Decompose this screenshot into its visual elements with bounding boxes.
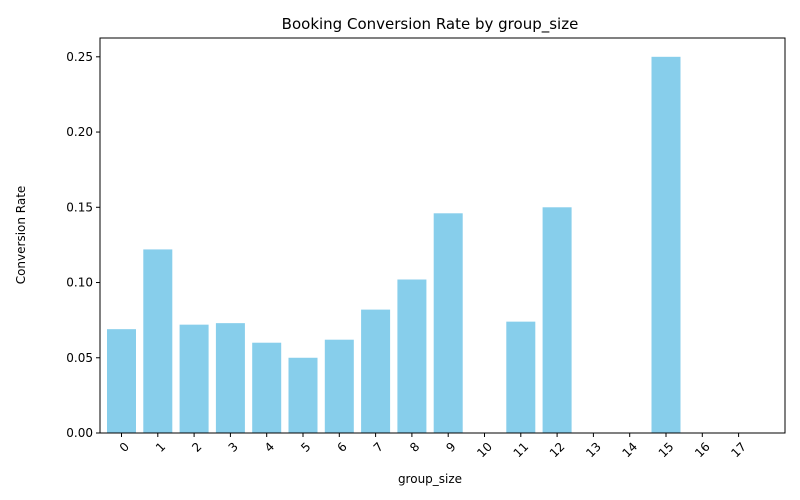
x-tick-label-4: 4 (262, 440, 277, 455)
x-tick-label-3: 3 (226, 440, 241, 455)
x-tick-label-2: 2 (189, 440, 204, 455)
x-tick-label-13: 13 (583, 440, 604, 461)
x-axis-label: group_size (398, 472, 462, 486)
bar-7 (361, 309, 391, 433)
x-tick-label-14: 14 (619, 440, 640, 461)
x-tick-label-15: 15 (656, 440, 677, 461)
bar-15 (651, 56, 681, 434)
bar-6 (324, 339, 354, 433)
bar-4 (252, 342, 282, 433)
x-tick-label-5: 5 (298, 440, 313, 455)
bar-3 (215, 323, 245, 433)
y-tick-label-0.15: 0.15 (66, 200, 93, 214)
y-tick-label-0.10: 0.10 (66, 276, 93, 290)
plot-frame (99, 37, 786, 434)
bar-2 (179, 324, 209, 433)
x-tick-label-0: 0 (117, 440, 132, 455)
x-tick-label-10: 10 (474, 440, 495, 461)
x-tick-label-6: 6 (334, 440, 349, 455)
bars-group (107, 56, 681, 434)
y-axis: 0.00 0.05 0.10 0.15 0.20 0.25 (66, 50, 100, 440)
x-tick-label-16: 16 (692, 440, 713, 461)
bar-5 (288, 357, 318, 433)
x-tick-label-9: 9 (443, 440, 458, 455)
y-tick-label-0.00: 0.00 (66, 426, 93, 440)
x-axis: 0 1 2 3 4 5 6 7 8 9 10 11 12 13 14 15 16 17 (117, 433, 749, 460)
x-tick-label-11: 11 (511, 440, 532, 461)
x-tick-label-7: 7 (371, 440, 386, 455)
y-axis-label: Conversion Rate (14, 186, 28, 285)
y-tick-label-0.20: 0.20 (66, 125, 93, 139)
x-tick-label-8: 8 (407, 440, 422, 455)
y-tick-label-0.25: 0.25 (66, 50, 93, 64)
x-tick-label-12: 12 (547, 440, 568, 461)
bar-12 (542, 207, 572, 433)
bar-0 (107, 329, 136, 433)
bar-1 (143, 249, 173, 433)
x-tick-label-17: 17 (728, 440, 749, 461)
bar-8 (397, 279, 427, 433)
bar-11 (506, 321, 536, 433)
x-tick-label-1: 1 (153, 440, 168, 455)
y-tick-label-0.05: 0.05 (66, 351, 93, 365)
chart-title: Booking Conversion Rate by group_size (282, 15, 579, 34)
bar-9 (433, 213, 463, 433)
